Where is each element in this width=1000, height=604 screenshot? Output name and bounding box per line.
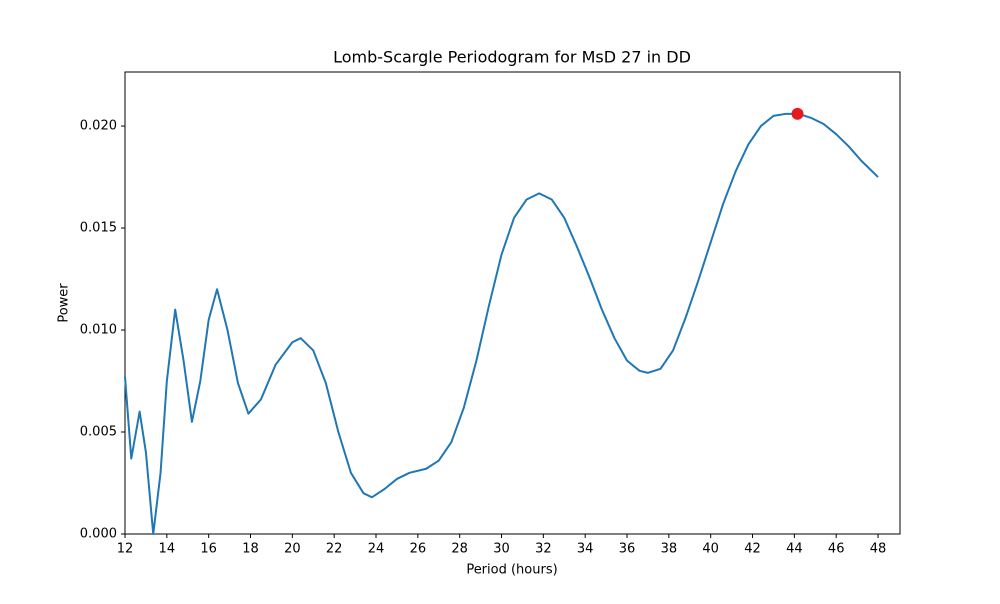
x-tick-label: 26: [410, 542, 427, 557]
x-tick-label: 44: [786, 542, 803, 557]
chart-title: Lomb-Scargle Periodogram for MsD 27 in D…: [333, 48, 691, 67]
x-tick-label: 32: [535, 542, 552, 557]
y-tick-label: 0.020: [80, 119, 117, 134]
x-tick-label: 14: [159, 542, 176, 557]
x-axis-label: Period (hours): [466, 563, 557, 578]
x-tick-label: 48: [870, 542, 887, 557]
plot-frame: [124, 71, 901, 535]
line-series: [124, 112, 879, 535]
y-tick-label: 0.015: [80, 221, 117, 236]
x-tick-label: 36: [619, 542, 636, 557]
x-tick-label: 18: [242, 542, 259, 557]
x-tick-label: 28: [451, 542, 468, 557]
x-tick-label: 30: [493, 542, 510, 557]
x-tick-label: 42: [744, 542, 761, 557]
y-tick-label: 0.010: [80, 323, 117, 338]
x-tick-label: 24: [368, 542, 385, 557]
y-axis-label: Power: [57, 283, 72, 323]
y-tick-label: 0.005: [80, 425, 117, 440]
x-tick-label: 20: [284, 542, 301, 557]
peak-marker: [791, 107, 804, 120]
x-tick-label: 40: [702, 542, 719, 557]
x-tick-label: 12: [117, 542, 134, 557]
x-tick-label: 38: [661, 542, 678, 557]
x-tick-label: 46: [828, 542, 845, 557]
x-tick-label: 22: [326, 542, 343, 557]
x-tick-label: 34: [577, 542, 594, 557]
y-tick-label: 0.000: [80, 527, 117, 542]
x-tick-label: 16: [200, 542, 217, 557]
